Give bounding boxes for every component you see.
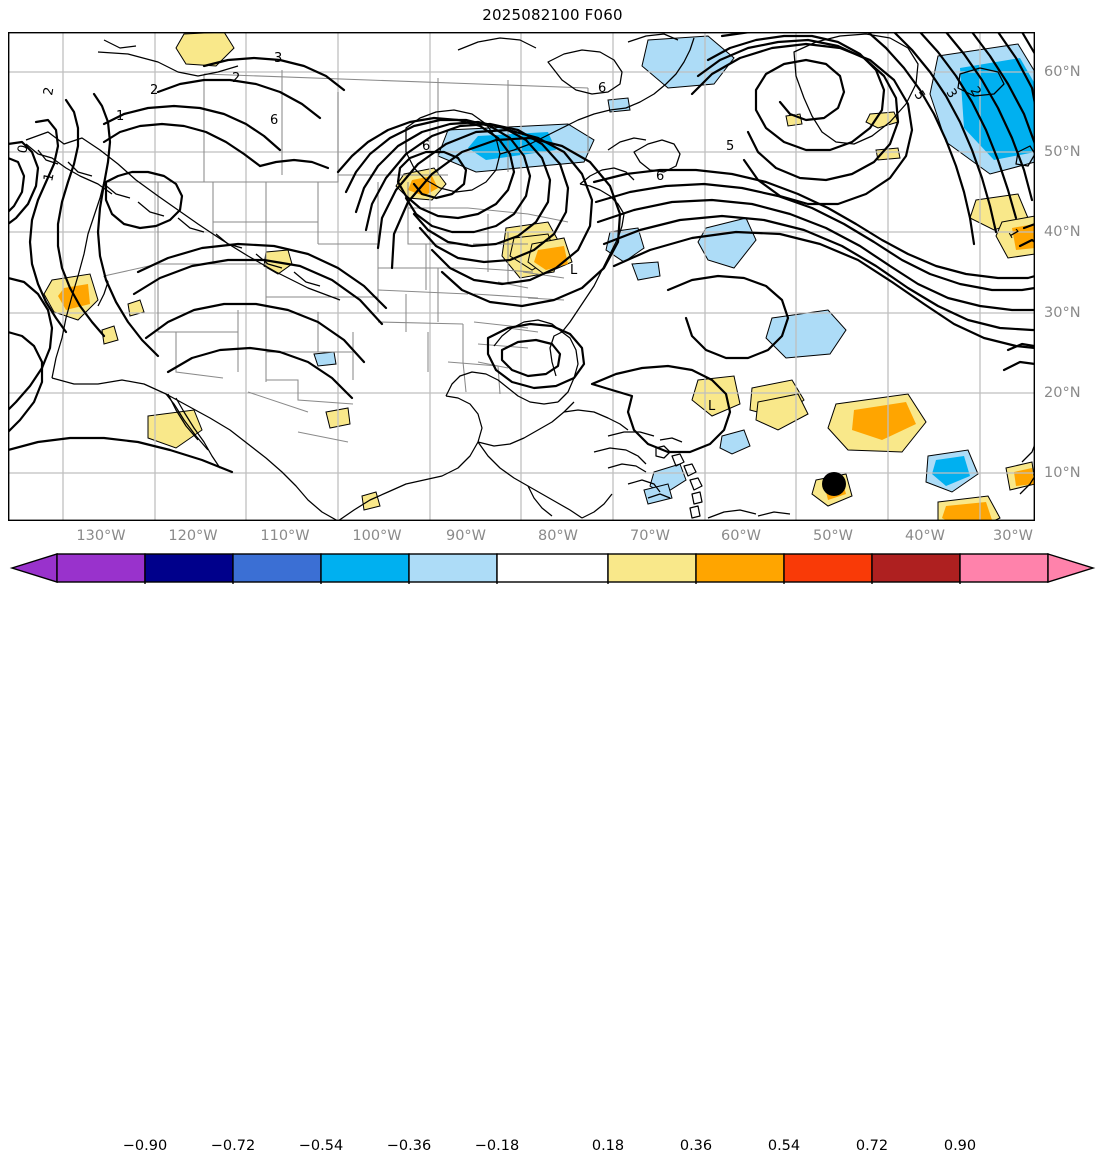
lat-tick-60n: 60°N [1044, 64, 1081, 80]
colorbar-band-8 [871, 553, 961, 583]
colorbar-band-3 [408, 553, 498, 583]
map-canvas[interactable]: 0 1 2 1 2 2 3 6 6 6 6 5 5 3 2 1 L [8, 32, 1035, 521]
colorbar-tick-label-7: 0.54 [767, 1138, 801, 1154]
colorbar-over-extension [1047, 553, 1096, 583]
lon-tick-110w: 110°W [260, 528, 310, 544]
contour-label-5: 2 [232, 71, 240, 86]
contour-label-11: 5 [726, 139, 734, 154]
lon-tick-90w: 90°W [445, 528, 487, 544]
lat-tick-30n: 30°N [1044, 305, 1081, 321]
colorbar-tick-label-4: −0.18 [474, 1138, 520, 1154]
colorbar-tick-label-5: 0.18 [591, 1138, 625, 1154]
colorbar-tick-label-8: 0.72 [855, 1138, 889, 1154]
lon-tick-80w: 80°W [537, 528, 579, 544]
colorbar-band-0 [144, 553, 234, 583]
lat-tick-40n: 40°N [1044, 224, 1081, 240]
colorbar-ticks [144, 582, 961, 584]
lon-tick-40w: 40°W [904, 528, 946, 544]
contour-label-9: 6 [598, 81, 606, 96]
contour-label-16: L [570, 263, 578, 278]
lon-tick-70w: 70°W [629, 528, 671, 544]
colorbar-canvas[interactable] [0, 552, 1105, 584]
political-borders-layer [103, 70, 589, 443]
colorbar-band-4 [496, 553, 609, 583]
colorbar-tick-label-1: −0.72 [210, 1138, 256, 1154]
storm-center-marker[interactable] [822, 472, 846, 496]
colorbar-band-2 [320, 553, 410, 583]
lat-tick-20n: 20°N [1044, 385, 1081, 401]
contour-label-4: 2 [150, 83, 158, 98]
colorbar-band-6 [695, 553, 785, 583]
colorbar-tick-label-9: 0.90 [943, 1138, 977, 1154]
colorbar-band-1 [232, 553, 322, 583]
lon-tick-60w: 60°W [720, 528, 762, 544]
lat-tick-10n: 10°N [1044, 465, 1081, 481]
contour-label-1: 1 [41, 172, 57, 183]
lon-tick-50w: 50°W [812, 528, 854, 544]
contour-label-10: 6 [656, 169, 664, 184]
colorbar-band-under [56, 553, 146, 583]
colorbar-bands [9, 553, 1096, 583]
colorbar-band-7 [783, 553, 873, 583]
colorbar-band-5 [607, 553, 697, 583]
colorbar-tick-label-0: −0.90 [122, 1138, 168, 1154]
lat-tick-50n: 50°N [1044, 144, 1081, 160]
colorbar-band-over [959, 553, 1049, 583]
map-panel[interactable]: 0 1 2 1 2 2 3 6 6 6 6 5 5 3 2 1 L [8, 32, 1035, 521]
contour-label-6: 3 [274, 51, 282, 66]
colorbar-tick-label-6: 0.36 [679, 1138, 713, 1154]
figure-root: 2025082100 F060 [0, 6, 1105, 1154]
contour-label-0: 0 [15, 144, 31, 155]
colorbar-tick-label-2: −0.54 [298, 1138, 344, 1154]
colorbar[interactable]: −0.90 −0.72 −0.54 −0.36 −0.18 0.18 0.36 … [0, 552, 1105, 1154]
contour-label-8: 6 [422, 139, 430, 154]
colorbar-tick-label-3: −0.36 [386, 1138, 432, 1154]
colorbar-under-extension [9, 553, 58, 583]
lon-tick-30w: 30°W [992, 528, 1034, 544]
coastline-layer [25, 33, 1035, 521]
contour-layer [8, 32, 1035, 474]
lon-tick-120w: 120°W [168, 528, 218, 544]
contour-label-3: 1 [116, 109, 124, 124]
contour-label-7: 6 [270, 113, 278, 128]
contour-label-17: L [708, 399, 716, 414]
figure-title: 2025082100 F060 [482, 6, 623, 24]
lon-tick-100w: 100°W [352, 528, 402, 544]
map-frame [8, 32, 1035, 521]
lon-tick-130w: 130°W [76, 528, 126, 544]
contour-label-2: 2 [41, 86, 57, 97]
